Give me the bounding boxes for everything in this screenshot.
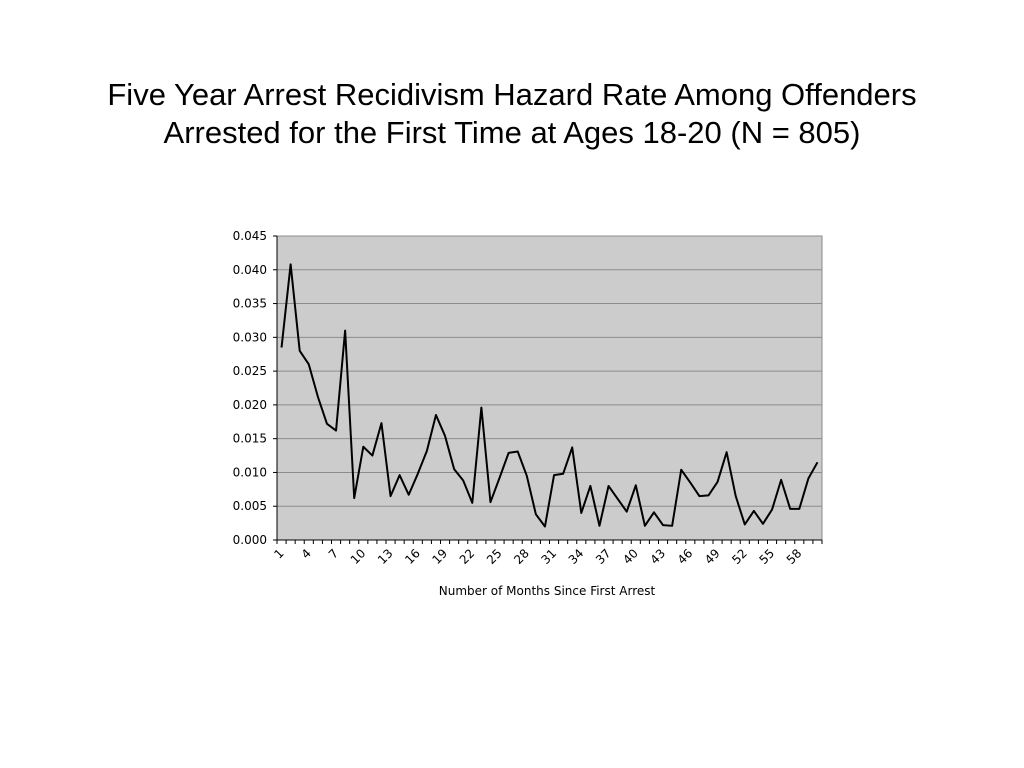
x-tick-label: 46 [675, 546, 696, 567]
x-tick-label: 22 [457, 546, 478, 567]
y-axis-ticks: 0.000 0.005 0.010 0.015 0.020 0.025 0.030 0.035… [233, 229, 822, 547]
y-tick-label: 0.040 [233, 263, 267, 277]
x-axis-label: Number of Months Since First Arrest [439, 584, 656, 598]
y-tick-label: 0.025 [233, 364, 267, 378]
plot-area [276, 235, 823, 541]
chart-title-line-1: Five Year Arrest Recidivism Hazard Rate … [107, 77, 917, 112]
x-tick-label: 16 [402, 546, 423, 567]
x-tick-label: 13 [375, 546, 396, 567]
x-axis-ticks: 1 4 7 10 13 16 19 22 25 28 31 34 37 40 43 46 49 52 55 58 [271, 540, 823, 567]
x-tick-label: 37 [593, 546, 614, 567]
y-tick-label: 0.035 [233, 297, 267, 311]
x-tick-label: 49 [702, 546, 723, 567]
x-tick-label: 43 [647, 546, 668, 567]
y-tick-label: 0.030 [233, 330, 267, 344]
y-tick-label: 0.010 [233, 465, 267, 479]
x-tick-label: 40 [620, 546, 641, 567]
series-group [280, 263, 819, 528]
chart-title: Five Year Arrest Recidivism Hazard Rate … [0, 76, 1024, 152]
x-tick-label: 19 [429, 546, 450, 567]
x-tick-label: 7 [326, 546, 341, 561]
y-tick-label: 0.000 [233, 533, 267, 547]
y-tick-label: 0.005 [233, 499, 267, 513]
x-tick-label: 28 [511, 546, 532, 567]
series-line-0 [280, 263, 819, 528]
x-tick-label: 55 [756, 546, 777, 567]
y-tick-label: 0.015 [233, 432, 267, 446]
x-tick-label: 1 [271, 546, 286, 561]
chart-title-line-2: Arrested for the First Time at Ages 18-2… [163, 115, 861, 150]
y-tick-label: 0.045 [233, 229, 267, 243]
x-tick-label: 58 [784, 546, 805, 567]
x-tick-label: 25 [484, 546, 505, 567]
gridlines [277, 235, 822, 507]
x-tick-label: 31 [538, 546, 559, 567]
x-tick-label: 4 [299, 546, 314, 561]
x-tick-label: 52 [729, 546, 750, 567]
x-tick-label: 10 [348, 546, 369, 567]
x-tick-label: 34 [566, 546, 587, 567]
y-tick-label: 0.020 [233, 398, 267, 412]
